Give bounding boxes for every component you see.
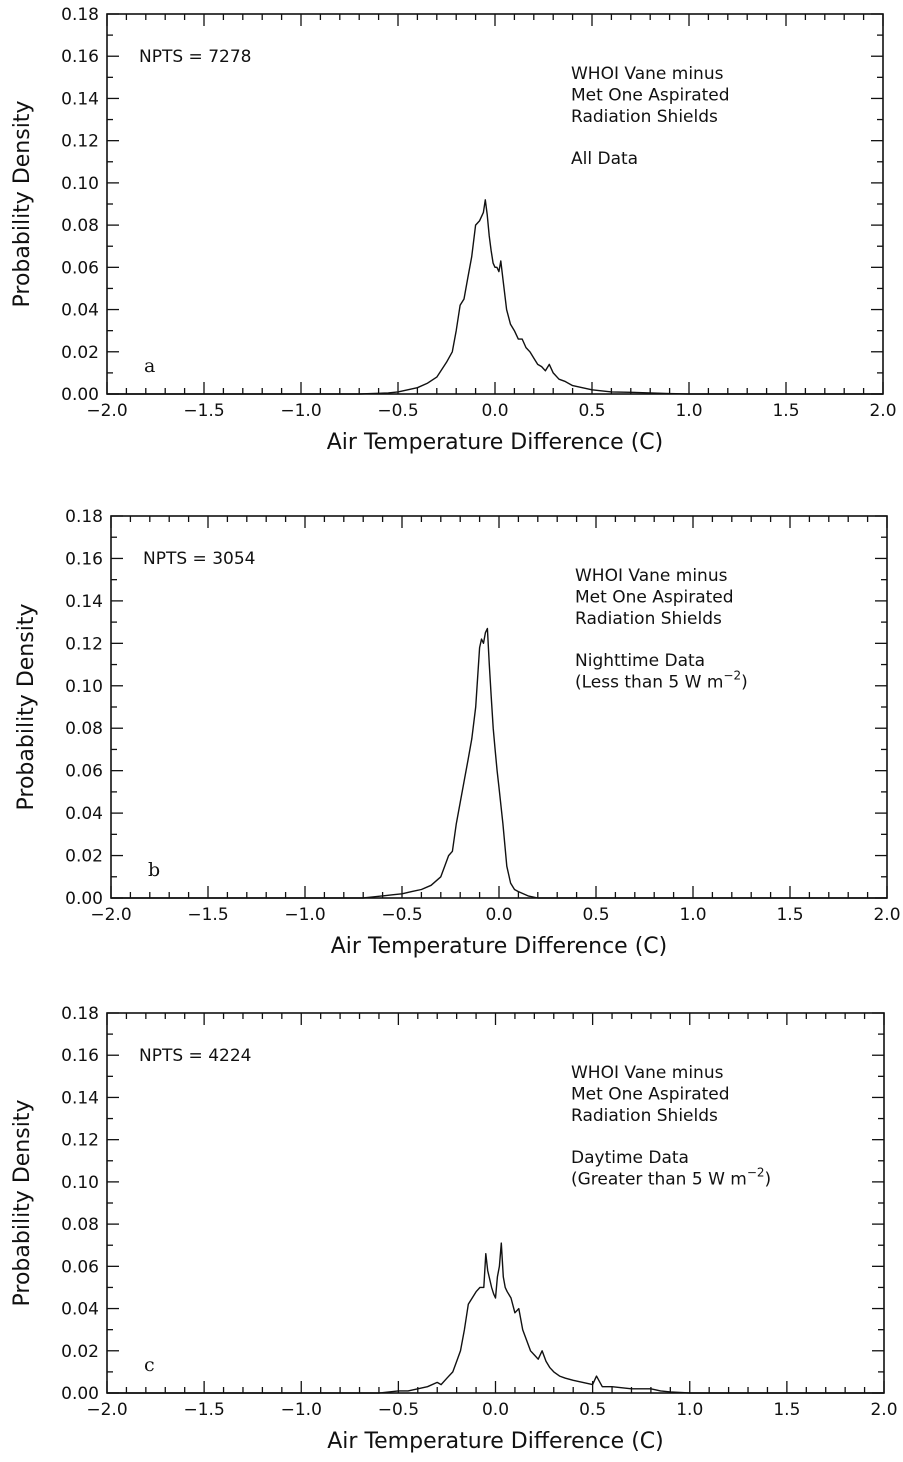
x-tick-label: −1.0 [281,1400,322,1420]
closing-paren: ) [741,673,748,693]
y-tick-label: 0.02 [61,343,99,363]
y-tick-label: 0.10 [61,1173,99,1193]
x-tick-label: 0.0 [481,401,508,421]
y-tick-label: 0.16 [61,1046,99,1066]
unit-exponent: −2 [747,1166,765,1180]
y-axis-label: Probability Density [14,604,39,811]
npts-label: NPTS = 4224 [139,1046,251,1066]
annotation-line: Radiation Shields [575,609,722,629]
annotation-line: Met One Aspirated [571,1085,730,1105]
x-tick-label: 2.0 [869,401,896,421]
x-tick-label: 1.0 [679,905,706,925]
y-tick-label: 0.02 [61,1342,99,1362]
npts-label: NPTS = 3054 [143,549,255,569]
series-line [111,627,887,899]
y-tick-label: 0.06 [61,1257,99,1277]
x-tick-label: −0.5 [377,401,418,421]
npts-label: NPTS = 7278 [139,47,251,67]
plot-frame [106,1012,885,1394]
x-tick-label: 0.5 [582,905,609,925]
x-tick-label: −2.0 [90,905,131,925]
condition-line: (Less than 5 W m−2) [575,669,748,693]
condition-line: All Data [571,149,638,169]
y-tick-label: 0.14 [65,592,103,612]
y-tick-label: 0.04 [65,804,103,824]
annotation-line: WHOI Vane minus [571,1063,724,1083]
x-axis-label: Air Temperature Difference (C) [331,934,668,959]
condition-line: Daytime Data [571,1148,689,1168]
plot-frame [110,515,888,899]
y-tick-label: 0.04 [61,1300,99,1320]
y-tick-label: 0.06 [61,258,99,278]
annotation-line: Met One Aspirated [571,86,730,106]
y-tick-label: 0.08 [65,719,103,739]
y-tick-label: 0.12 [61,132,99,152]
x-tick-label: −0.5 [378,1400,419,1420]
x-tick-label: −1.5 [183,401,224,421]
condition-line: (Greater than 5 W m−2) [571,1166,771,1190]
y-tick-label: 0.10 [61,174,99,194]
y-tick-label: 0.14 [61,1088,99,1108]
plot-frame [106,13,884,395]
condition-line: Nighttime Data [575,651,705,671]
unit-exponent: −2 [723,669,741,683]
x-tick-label: 1.0 [675,401,702,421]
y-tick-label: 0.00 [61,1384,99,1404]
x-tick-label: 1.5 [773,1400,800,1420]
y-tick-label: 0.16 [65,549,103,569]
y-tick-label: 0.04 [61,301,99,321]
x-tick-label: 2.0 [873,905,900,925]
x-axis-label: Air Temperature Difference (C) [327,430,664,455]
y-tick-label: 0.06 [65,762,103,782]
y-axis-label: Probability Density [10,101,35,308]
x-tick-label: 1.0 [676,1400,703,1420]
series-line [107,1242,884,1394]
series-line [107,199,883,395]
y-tick-label: 0.10 [65,677,103,697]
x-tick-label: 1.5 [776,905,803,925]
annotation-line: Radiation Shields [571,1106,718,1126]
y-tick-label: 0.12 [61,1131,99,1151]
y-tick-label: 0.00 [65,889,103,909]
chart-panel-c: −2.0 −1.5 −1.0 −0.5 0.0 0.5 1.0 1.5 2.0 0.00 0.02 0… [10,1004,898,1454]
chart-panel-b: −2.0 −1.5 −1.0 −0.5 0.0 0.5 1.0 1.5 2.0 0.00 0.02 0… [14,507,901,959]
x-tick-label: 2.0 [870,1400,897,1420]
annotation-line: WHOI Vane minus [575,566,728,586]
x-tick-label: −2.0 [86,1400,127,1420]
closing-paren: ) [765,1170,772,1190]
y-tick-label: 0.08 [61,216,99,236]
x-tick-label: −1.5 [183,1400,224,1420]
chart-panel-a: −2.0 −1.5 −1.0 −0.5 0.0 0.5 1.0 1.5 2.0 0.00 0.02 0… [10,5,897,455]
x-axis-label: Air Temperature Difference (C) [327,1429,664,1454]
panel-letter: c [144,1354,155,1376]
x-tick-label: −0.5 [381,905,422,925]
y-tick-label: 0.12 [65,634,103,654]
x-tick-label: −1.0 [280,401,321,421]
y-tick-label: 0.02 [65,847,103,867]
annotation-line: Radiation Shields [571,107,718,127]
panel-letter: b [148,859,160,881]
y-tick-label: 0.18 [61,5,99,25]
x-tick-label: −1.0 [284,905,325,925]
y-tick-label: 0.18 [61,1004,99,1024]
y-tick-label: 0.08 [61,1215,99,1235]
y-axis-label: Probability Density [10,1100,35,1307]
x-tick-label: 0.5 [578,401,605,421]
x-tick-label: −2.0 [86,401,127,421]
y-tick-label: 0.18 [65,507,103,527]
x-tick-label: 0.0 [485,905,512,925]
x-tick-label: 0.5 [579,1400,606,1420]
annotation-line: WHOI Vane minus [571,64,724,84]
annotation-line: Met One Aspirated [575,588,734,608]
y-tick-label: 0.00 [61,385,99,405]
y-tick-label: 0.14 [61,89,99,109]
y-tick-label: 0.16 [61,47,99,67]
panel-letter: a [144,355,155,377]
x-tick-label: 0.0 [482,1400,509,1420]
x-tick-label: −1.5 [187,905,228,925]
x-tick-label: 1.5 [772,401,799,421]
